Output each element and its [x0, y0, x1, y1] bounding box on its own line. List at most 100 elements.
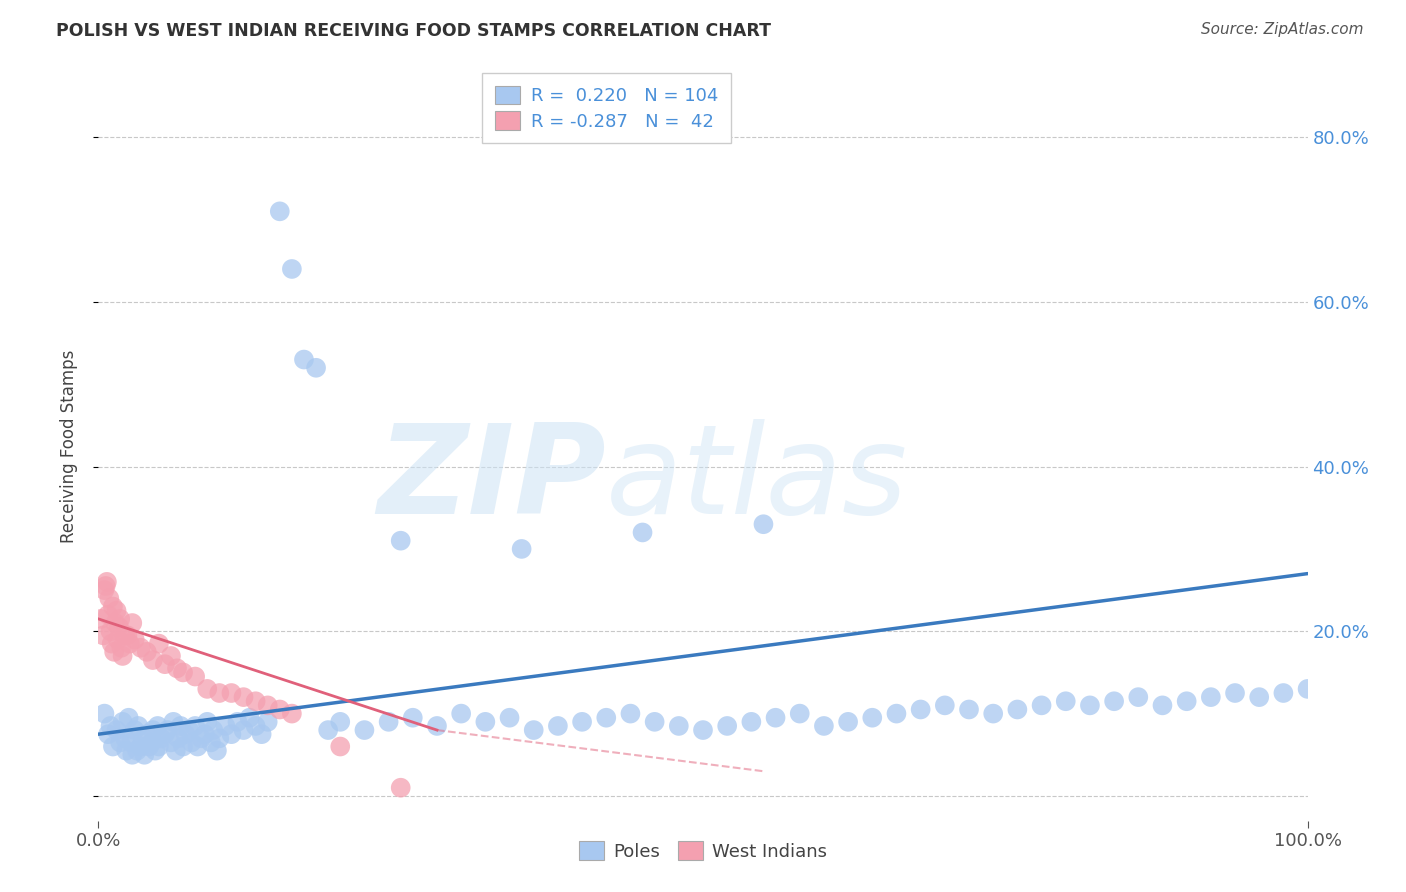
Point	[474, 714, 496, 729]
Point	[716, 719, 738, 733]
Point	[97, 727, 120, 741]
Point	[1152, 698, 1174, 713]
Point	[94, 579, 117, 593]
Point	[1175, 694, 1198, 708]
Point	[153, 657, 176, 672]
Point	[148, 637, 170, 651]
Point	[108, 620, 131, 634]
Point	[160, 648, 183, 663]
Point	[104, 615, 127, 630]
Point	[221, 686, 243, 700]
Point	[239, 711, 262, 725]
Point	[143, 744, 166, 758]
Point	[114, 731, 136, 746]
Point	[226, 714, 249, 729]
Point	[208, 686, 231, 700]
Point	[150, 731, 173, 746]
Point	[135, 645, 157, 659]
Point	[668, 719, 690, 733]
Point	[957, 702, 980, 716]
Point	[184, 719, 207, 733]
Point	[132, 731, 155, 746]
Point	[837, 714, 859, 729]
Point	[208, 731, 231, 746]
Point	[498, 711, 520, 725]
Point	[631, 525, 654, 540]
Point	[910, 702, 932, 716]
Point	[789, 706, 811, 721]
Point	[329, 739, 352, 754]
Point	[510, 541, 533, 556]
Point	[256, 714, 278, 729]
Point	[111, 714, 134, 729]
Point	[148, 739, 170, 754]
Point	[124, 723, 146, 737]
Point	[120, 735, 142, 749]
Point	[195, 681, 218, 696]
Point	[377, 714, 399, 729]
Point	[160, 735, 183, 749]
Point	[91, 628, 114, 642]
Point	[179, 723, 201, 737]
Point	[232, 690, 254, 705]
Point	[184, 669, 207, 683]
Point	[101, 599, 124, 614]
Point	[250, 727, 273, 741]
Point	[96, 574, 118, 589]
Point	[1296, 681, 1319, 696]
Point	[108, 612, 131, 626]
Point	[93, 706, 115, 721]
Point	[245, 694, 267, 708]
Point	[146, 719, 169, 733]
Point	[619, 706, 641, 721]
Point	[1128, 690, 1150, 705]
Point	[221, 727, 243, 741]
Point	[245, 719, 267, 733]
Point	[166, 661, 188, 675]
Point	[269, 702, 291, 716]
Point	[1031, 698, 1053, 713]
Point	[595, 711, 617, 725]
Point	[269, 204, 291, 219]
Point	[93, 583, 115, 598]
Point	[860, 711, 883, 725]
Point	[135, 727, 157, 741]
Point	[389, 780, 412, 795]
Point	[127, 744, 149, 758]
Point	[172, 665, 194, 680]
Point	[214, 719, 236, 733]
Point	[118, 637, 141, 651]
Point	[644, 714, 666, 729]
Point	[1102, 694, 1125, 708]
Point	[124, 632, 146, 647]
Point	[118, 711, 141, 725]
Point	[110, 640, 132, 655]
Text: POLISH VS WEST INDIAN RECEIVING FOOD STAMPS CORRELATION CHART: POLISH VS WEST INDIAN RECEIVING FOOD STA…	[56, 22, 772, 40]
Point	[353, 723, 375, 737]
Point	[886, 706, 908, 721]
Point	[180, 735, 202, 749]
Point	[740, 714, 762, 729]
Point	[316, 723, 339, 737]
Point	[142, 723, 165, 737]
Text: Source: ZipAtlas.com: Source: ZipAtlas.com	[1201, 22, 1364, 37]
Point	[1249, 690, 1271, 705]
Point	[202, 723, 225, 737]
Point	[101, 739, 124, 754]
Point	[232, 723, 254, 737]
Point	[117, 628, 139, 642]
Point	[129, 739, 152, 754]
Point	[100, 719, 122, 733]
Point	[1054, 694, 1077, 708]
Point	[100, 637, 122, 651]
Point	[256, 698, 278, 713]
Point	[97, 607, 120, 622]
Point	[107, 632, 129, 647]
Point	[129, 640, 152, 655]
Point	[134, 747, 156, 762]
Point	[174, 727, 197, 741]
Point	[169, 719, 191, 733]
Point	[981, 706, 1004, 721]
Point	[111, 648, 134, 663]
Point	[305, 360, 328, 375]
